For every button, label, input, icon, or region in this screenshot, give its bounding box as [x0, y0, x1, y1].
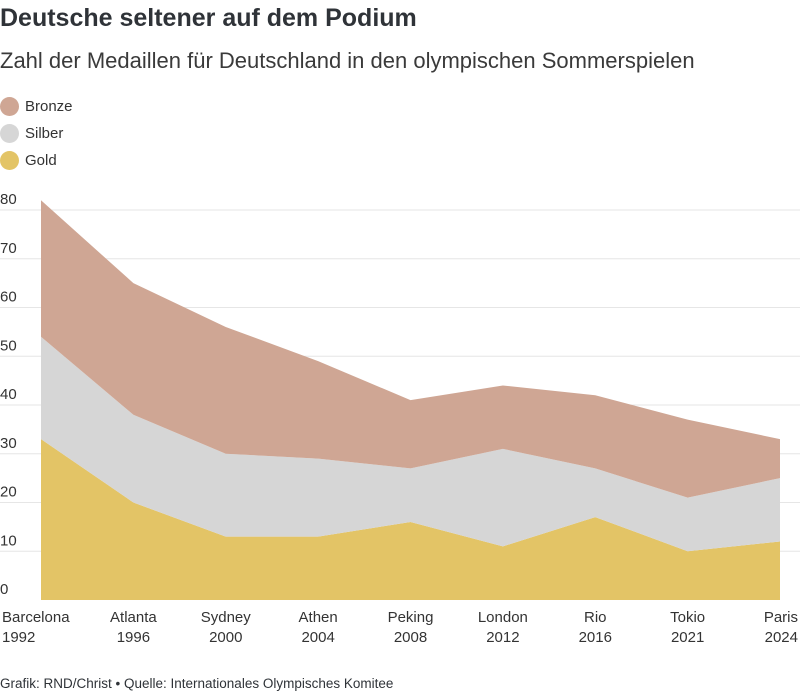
x-tick-year-athen: 2004 [301, 629, 334, 646]
legend-label-gold: Gold [25, 152, 57, 169]
x-tick-year-barcelona: 1992 [2, 629, 35, 646]
x-tick-label-tokio: Tokio [670, 609, 705, 626]
x-tick-year-peking: 2008 [394, 629, 427, 646]
legend-label-bronze: Bronze [25, 98, 73, 115]
x-tick-year-rio: 2016 [579, 629, 612, 646]
chart-title: Deutsche seltener auf dem Podium [0, 4, 417, 32]
legend-item-bronze: Bronze [0, 93, 73, 120]
chart-footer: Grafik: RND/Christ • Quelle: Internation… [0, 676, 394, 691]
x-tick-label-barcelona: Barcelona [2, 609, 70, 626]
x-tick-label-london: London [478, 609, 528, 626]
x-tick-year-london: 2012 [486, 629, 519, 646]
legend-swatch-bronze [0, 97, 19, 116]
y-tick-label-10: 10 [0, 532, 17, 549]
legend-item-silber: Silber [0, 120, 73, 147]
y-tick-label-50: 50 [0, 337, 17, 354]
y-tick-label-20: 20 [0, 484, 17, 501]
legend-item-gold: Gold [0, 147, 73, 174]
legend-swatch-silber [0, 124, 19, 143]
x-tick-label-sydney: Sydney [201, 609, 252, 626]
x-tick-year-sydney: 2000 [209, 629, 242, 646]
legend: Bronze Silber Gold [0, 93, 73, 174]
y-tick-label-0: 0 [0, 581, 8, 598]
chart-subtitle: Zahl der Medaillen für Deutschland in de… [0, 48, 695, 73]
area-silber [41, 336, 780, 552]
y-tick-label-40: 40 [0, 386, 17, 403]
y-tick-label-60: 60 [0, 289, 17, 306]
y-tick-label-30: 30 [0, 435, 17, 452]
y-tick-label-70: 70 [0, 240, 17, 257]
y-tick-label-80: 80 [0, 191, 17, 208]
x-tick-label-athen: Athen [299, 609, 338, 626]
legend-swatch-gold [0, 151, 19, 170]
x-tick-year-tokio: 2021 [671, 629, 704, 646]
x-tick-label-rio: Rio [584, 609, 607, 626]
legend-label-silber: Silber [25, 125, 64, 142]
x-tick-label-peking: Peking [388, 609, 434, 626]
area-bronze [41, 200, 780, 498]
x-tick-year-atlanta: 1996 [117, 629, 150, 646]
x-tick-label-atlanta: Atlanta [110, 609, 157, 626]
x-tick-year-paris: 2024 [765, 629, 798, 646]
area-gold [41, 439, 780, 600]
x-tick-label-paris: Paris [764, 609, 798, 626]
